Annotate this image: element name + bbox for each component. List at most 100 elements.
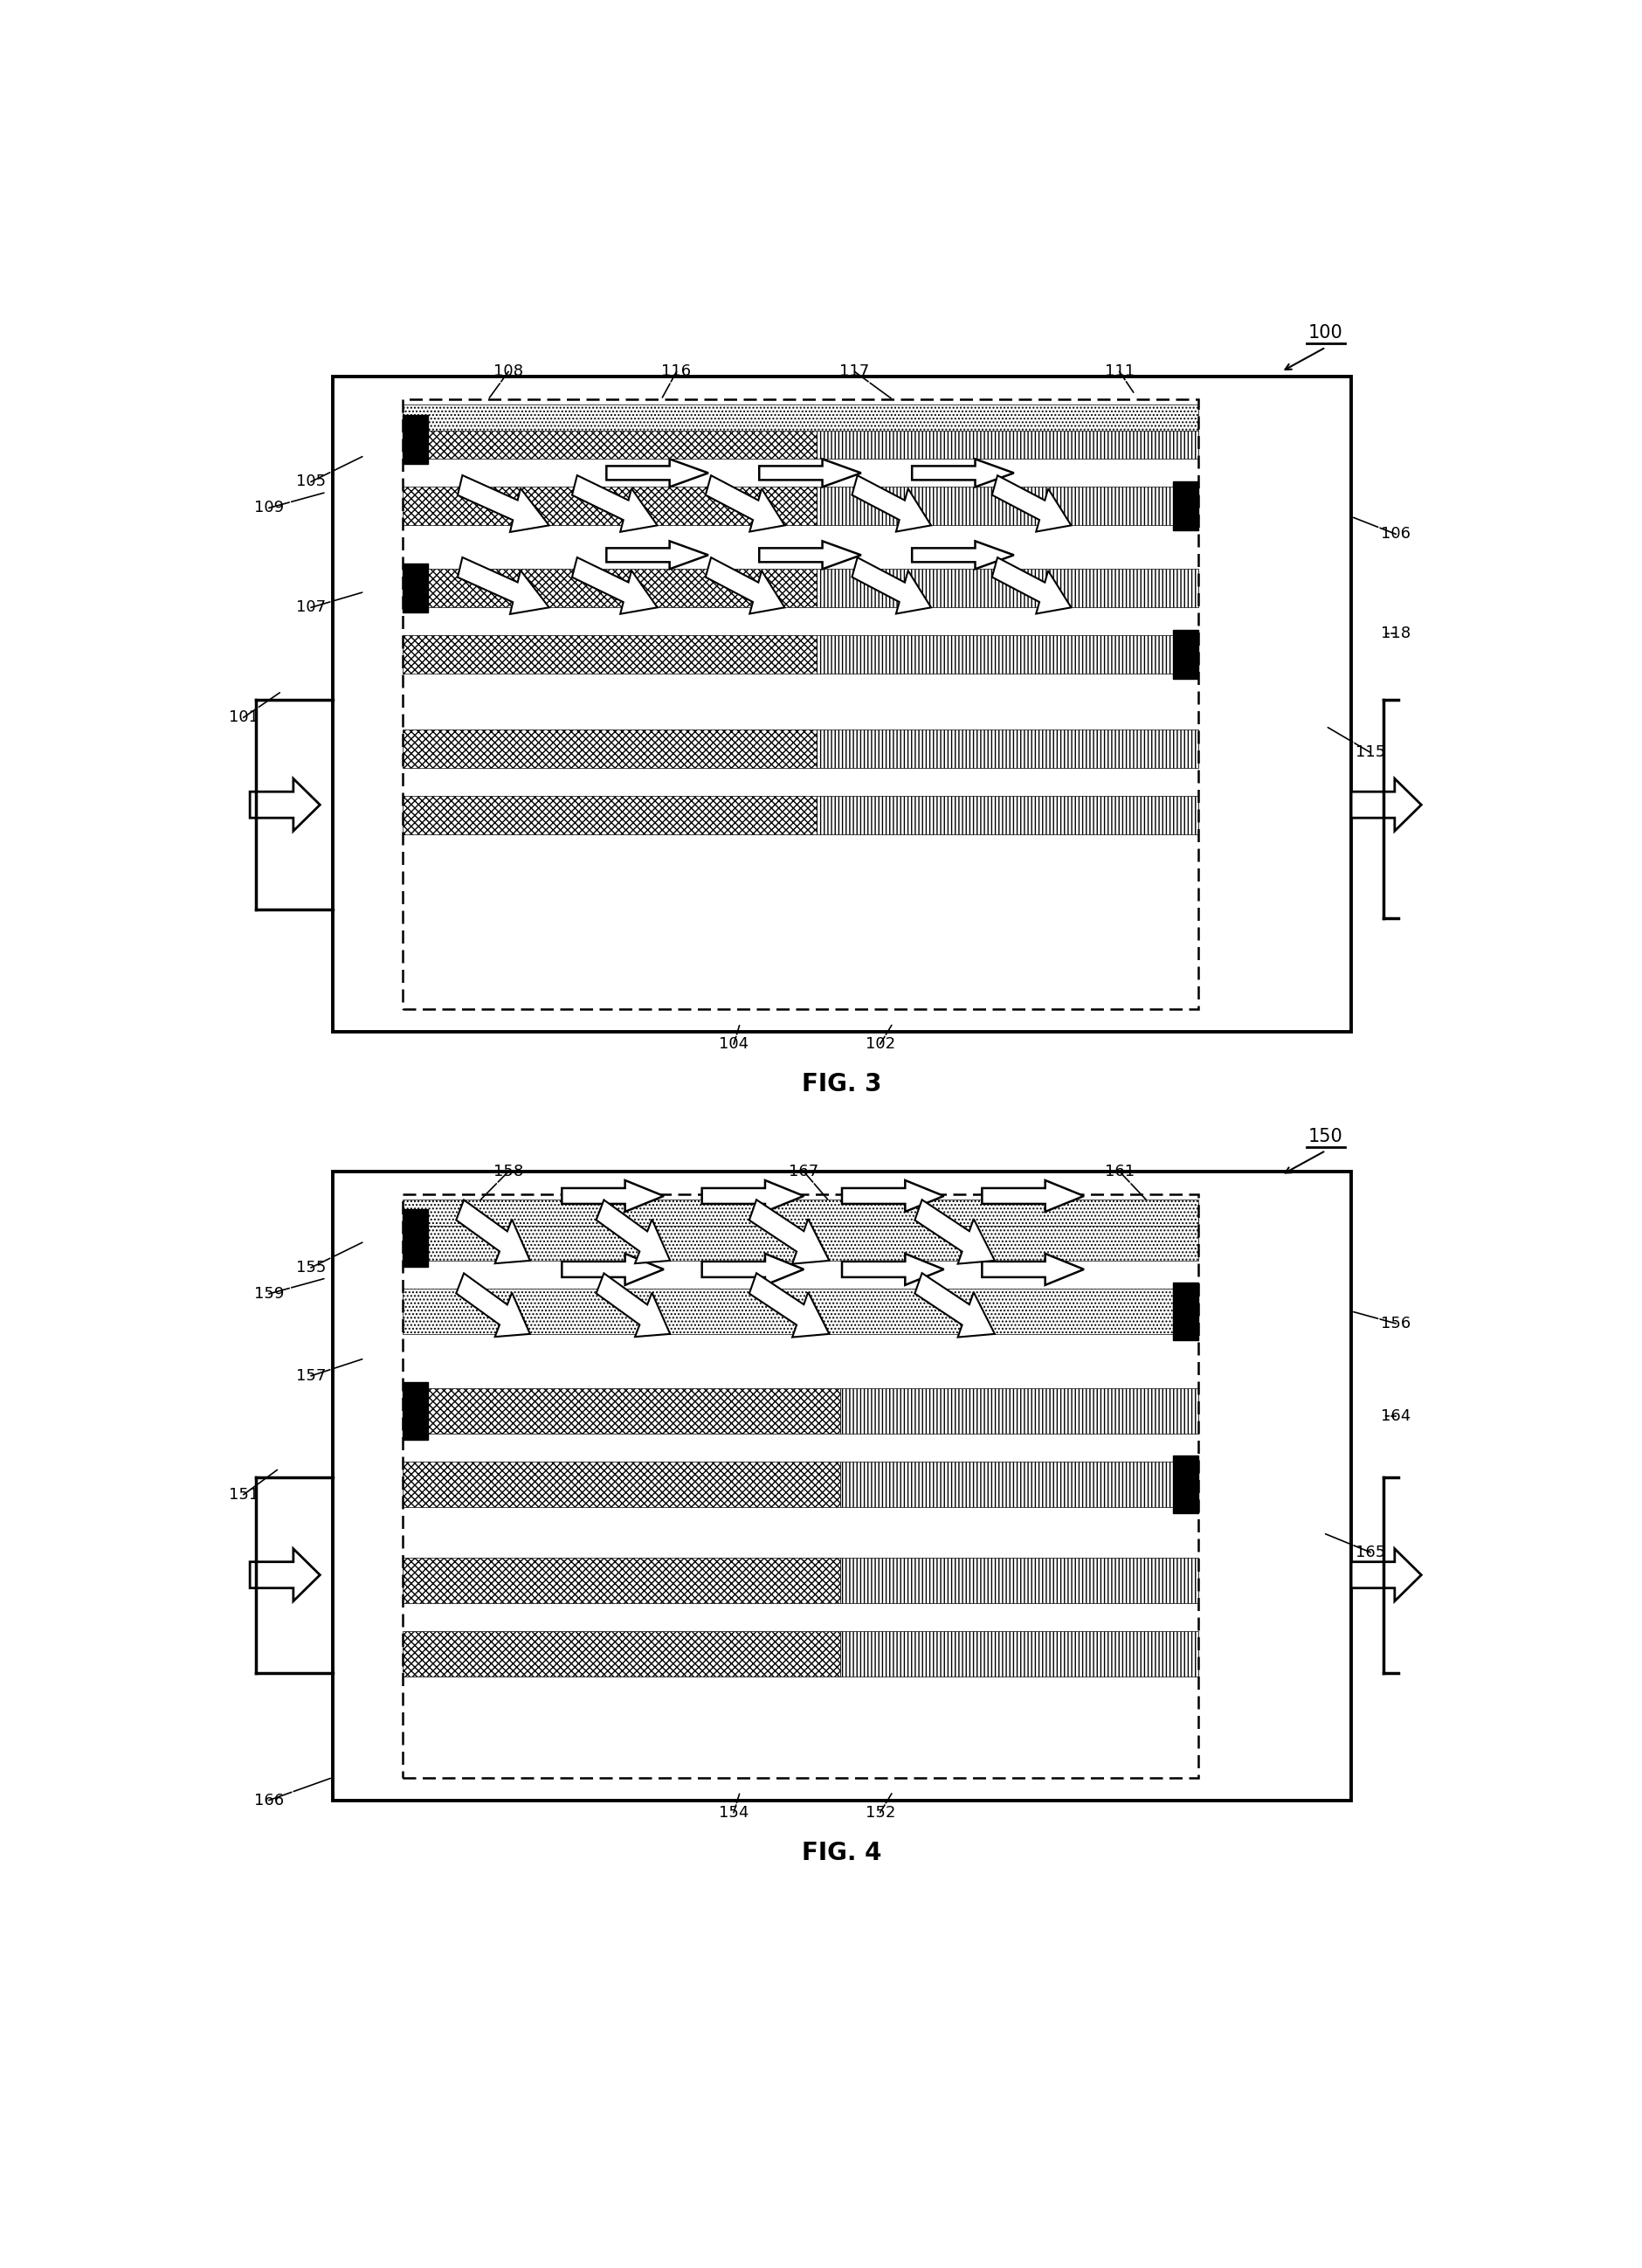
Bar	[402, 415, 429, 465]
Text: FIG. 3: FIG. 3	[801, 1073, 882, 1095]
Bar	[402, 1200, 1199, 1225]
Text: 161: 161	[1103, 1163, 1135, 1179]
Polygon shape	[992, 476, 1071, 531]
Bar	[1172, 1281, 1199, 1340]
Polygon shape	[596, 1200, 670, 1263]
Bar	[816, 635, 1199, 674]
Bar	[402, 565, 429, 612]
Polygon shape	[562, 1179, 663, 1211]
Bar	[816, 569, 1199, 608]
Text: 115: 115	[1355, 744, 1384, 760]
Text: 156: 156	[1381, 1315, 1410, 1331]
Polygon shape	[759, 542, 860, 569]
Bar	[402, 420, 816, 458]
Bar	[1172, 481, 1199, 531]
Bar	[402, 1558, 841, 1603]
Text: 107: 107	[296, 599, 325, 615]
Bar	[841, 1558, 1199, 1603]
Polygon shape	[596, 1272, 670, 1336]
Polygon shape	[992, 558, 1071, 615]
Polygon shape	[571, 558, 657, 615]
Polygon shape	[458, 476, 548, 533]
Bar	[402, 1288, 1199, 1334]
Bar	[402, 730, 816, 769]
Text: 167: 167	[788, 1163, 818, 1179]
Text: 154: 154	[718, 1805, 749, 1821]
Text: 109: 109	[255, 499, 284, 515]
Bar	[402, 796, 816, 835]
Bar	[402, 1195, 1199, 1778]
Text: 150: 150	[1307, 1127, 1343, 1145]
Polygon shape	[915, 1272, 993, 1338]
Polygon shape	[606, 458, 708, 488]
Text: 102: 102	[865, 1036, 895, 1052]
Bar	[841, 1388, 1199, 1433]
Text: 155: 155	[296, 1259, 325, 1275]
Text: 164: 164	[1381, 1408, 1410, 1424]
Polygon shape	[749, 1272, 829, 1338]
Text: 118: 118	[1381, 626, 1410, 642]
Text: 101: 101	[228, 710, 258, 726]
Text: 117: 117	[839, 363, 869, 379]
Polygon shape	[704, 476, 785, 531]
Bar	[402, 488, 816, 526]
Text: 166: 166	[255, 1792, 284, 1808]
Text: 116: 116	[662, 363, 691, 379]
Bar	[816, 420, 1199, 458]
Polygon shape	[250, 778, 320, 830]
Text: 152: 152	[865, 1805, 895, 1821]
Polygon shape	[701, 1254, 803, 1286]
Bar	[402, 1631, 841, 1676]
Text: 104: 104	[719, 1036, 749, 1052]
Polygon shape	[852, 476, 931, 531]
Text: 159: 159	[255, 1286, 284, 1302]
Polygon shape	[749, 1200, 829, 1263]
Polygon shape	[982, 1254, 1084, 1286]
Bar	[816, 488, 1199, 526]
Polygon shape	[571, 476, 657, 533]
Text: 157: 157	[296, 1368, 325, 1383]
Text: 111: 111	[1103, 363, 1135, 379]
Text: 106: 106	[1381, 526, 1410, 542]
Text: 108: 108	[493, 363, 522, 379]
Text: 105: 105	[296, 474, 325, 490]
Bar	[402, 1216, 1199, 1261]
Text: 165: 165	[1355, 1545, 1384, 1560]
Polygon shape	[701, 1179, 803, 1211]
Polygon shape	[606, 542, 708, 569]
Polygon shape	[1350, 1549, 1420, 1601]
Text: 151: 151	[228, 1488, 258, 1501]
Bar	[402, 1388, 841, 1433]
Polygon shape	[562, 1254, 663, 1286]
Polygon shape	[841, 1179, 943, 1211]
Bar	[841, 1461, 1199, 1506]
Bar	[402, 1381, 429, 1440]
Polygon shape	[456, 1272, 530, 1336]
Polygon shape	[1350, 778, 1420, 830]
Polygon shape	[759, 458, 860, 488]
Polygon shape	[458, 558, 548, 615]
Text: 100: 100	[1307, 324, 1343, 342]
Bar	[402, 399, 1199, 1009]
Bar	[402, 406, 1199, 431]
Bar	[816, 796, 1199, 835]
Polygon shape	[982, 1179, 1084, 1211]
Polygon shape	[915, 1200, 993, 1263]
Polygon shape	[456, 1200, 530, 1263]
Bar	[402, 1209, 429, 1268]
Polygon shape	[704, 558, 785, 615]
Polygon shape	[911, 542, 1013, 569]
Bar	[402, 635, 816, 674]
Bar	[841, 1631, 1199, 1676]
Bar	[816, 730, 1199, 769]
Bar	[402, 1461, 841, 1506]
Bar	[332, 1173, 1350, 1801]
Polygon shape	[911, 458, 1013, 488]
Text: 158: 158	[493, 1163, 524, 1179]
Polygon shape	[852, 558, 931, 615]
Bar	[1172, 631, 1199, 678]
Bar	[332, 376, 1350, 1032]
Bar	[1172, 1456, 1199, 1513]
Bar	[402, 569, 816, 608]
Text: FIG. 4: FIG. 4	[801, 1839, 882, 1864]
